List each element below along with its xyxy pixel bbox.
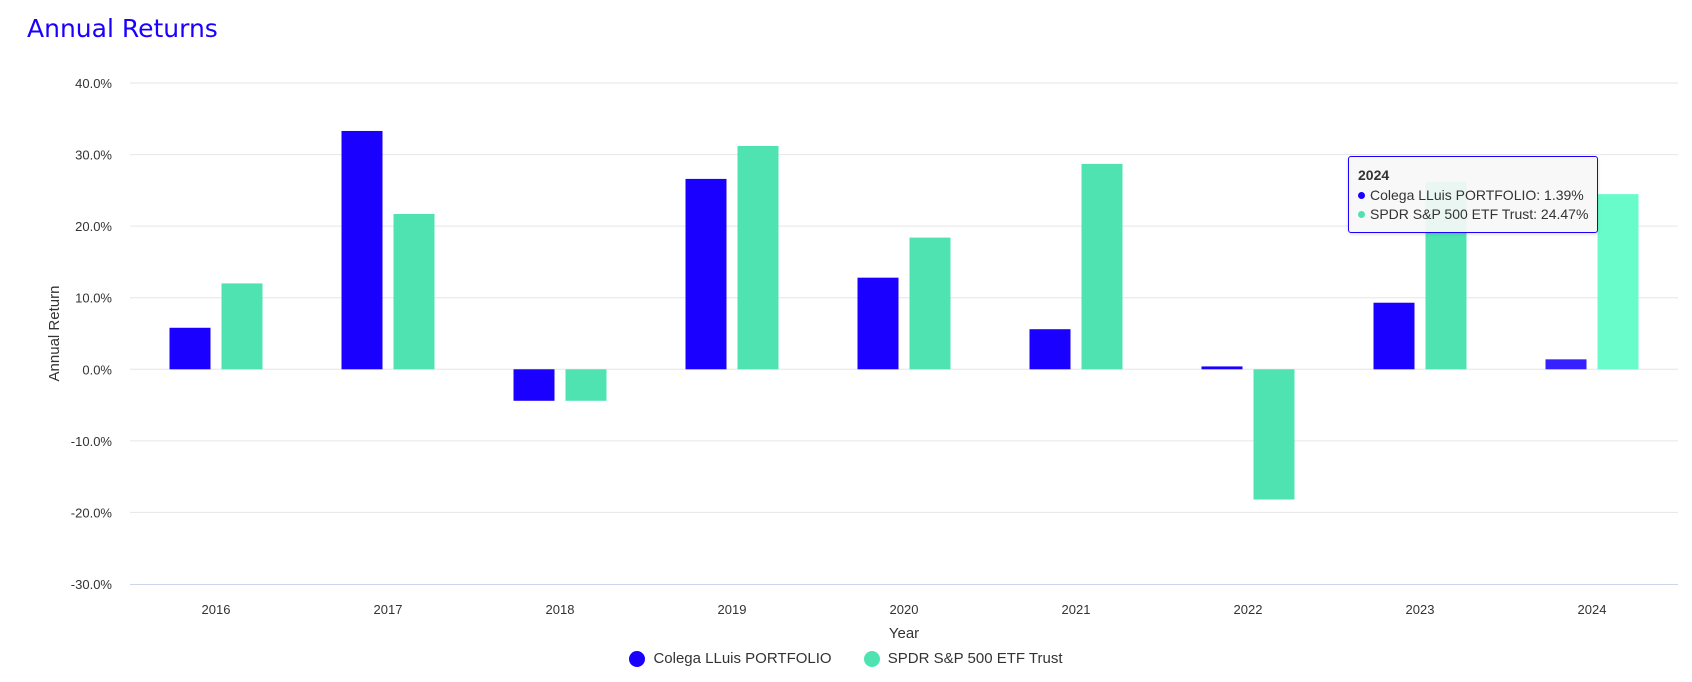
bar-2024-spdr[interactable] <box>1597 194 1639 370</box>
bar-2019-spdr[interactable] <box>737 145 779 370</box>
bar-2019-portfolio[interactable] <box>685 178 727 370</box>
bar-2017-spdr[interactable] <box>393 213 435 370</box>
tooltip-line-spdr: SPDR S&P 500 ETF Trust: 24.47% <box>1358 205 1588 224</box>
bar-2024-portfolio[interactable] <box>1545 359 1587 370</box>
bar-2021-portfolio[interactable] <box>1029 329 1071 370</box>
legend-item-portfolio[interactable]: Colega LLuis PORTFOLIO <box>629 650 832 667</box>
tooltip-dot-icon <box>1358 210 1365 218</box>
y-axis-title: Annual Return <box>46 286 63 382</box>
bar-2022-portfolio[interactable] <box>1201 366 1243 370</box>
bar-2020-portfolio[interactable] <box>857 277 899 370</box>
bar-2021-spdr[interactable] <box>1081 163 1123 370</box>
legend-label: Colega LLuis PORTFOLIO <box>653 650 832 667</box>
y-tick-label: 0.0% <box>82 362 112 377</box>
legend-item-spdr[interactable]: SPDR S&P 500 ETF Trust <box>863 650 1063 667</box>
legend-label: SPDR S&P 500 ETF Trust <box>887 650 1063 667</box>
x-tick-label: 2021 <box>1062 602 1091 617</box>
tooltip-text: SPDR S&P 500 ETF Trust: 24.47% <box>1370 206 1589 222</box>
bar-2018-spdr[interactable] <box>565 369 607 401</box>
bar-2020-spdr[interactable] <box>909 237 951 370</box>
y-tick-label: -10.0% <box>71 434 113 449</box>
y-tick-label: 40.0% <box>75 76 112 91</box>
x-tick-label: 2018 <box>546 602 575 617</box>
x-tick-label: 2022 <box>1234 602 1263 617</box>
tooltip-dot-icon <box>1358 191 1365 199</box>
y-axis-ticks: -30.0% -20.0% -10.0% 0.0% 10.0% 20.0% 30.0% 40.… <box>71 76 113 592</box>
chart-legend: Colega LLuis PORTFOLIO SPDR S&P 500 ETF … <box>0 650 1692 671</box>
x-axis-ticks: 2016 2017 2018 2019 2020 2021 2022 2023 2024 <box>202 602 1607 617</box>
x-tick-label: 2016 <box>202 602 231 617</box>
y-tick-label: 30.0% <box>75 148 112 163</box>
tooltip-text: Colega LLuis PORTFOLIO: 1.39% <box>1370 187 1584 203</box>
legend-dot-icon <box>863 650 880 667</box>
bar-2023-portfolio[interactable] <box>1373 302 1415 370</box>
y-tick-label: -20.0% <box>71 505 113 520</box>
bar-2022-spdr[interactable] <box>1253 369 1295 500</box>
chart-tooltip: 2024 Colega LLuis PORTFOLIO: 1.39% SPDR … <box>1348 156 1599 233</box>
y-tick-label: 10.0% <box>75 291 112 306</box>
x-tick-label: 2017 <box>374 602 403 617</box>
chart-title: Annual Returns <box>27 14 218 43</box>
x-tick-label: 2023 <box>1406 602 1435 617</box>
tooltip-header: 2024 <box>1358 167 1390 183</box>
tooltip-line-portfolio: Colega LLuis PORTFOLIO: 1.39% <box>1358 186 1588 205</box>
bar-2017-portfolio[interactable] <box>341 130 383 370</box>
grid-lines <box>130 82 1678 513</box>
x-tick-label: 2024 <box>1578 602 1607 617</box>
bars <box>169 130 1639 500</box>
bar-2016-spdr[interactable] <box>221 283 263 370</box>
x-tick-label: 2020 <box>890 602 919 617</box>
y-tick-label: 20.0% <box>75 219 112 234</box>
x-tick-label: 2019 <box>718 602 747 617</box>
bar-2016-portfolio[interactable] <box>169 327 211 370</box>
x-axis-title: Year <box>889 625 919 640</box>
bar-2018-portfolio[interactable] <box>513 369 555 401</box>
legend-dot-icon <box>629 650 646 667</box>
y-tick-label: -30.0% <box>71 577 113 592</box>
annual-returns-chart: -30.0% -20.0% -10.0% 0.0% 10.0% 20.0% 30.0% 40.… <box>46 76 1678 640</box>
